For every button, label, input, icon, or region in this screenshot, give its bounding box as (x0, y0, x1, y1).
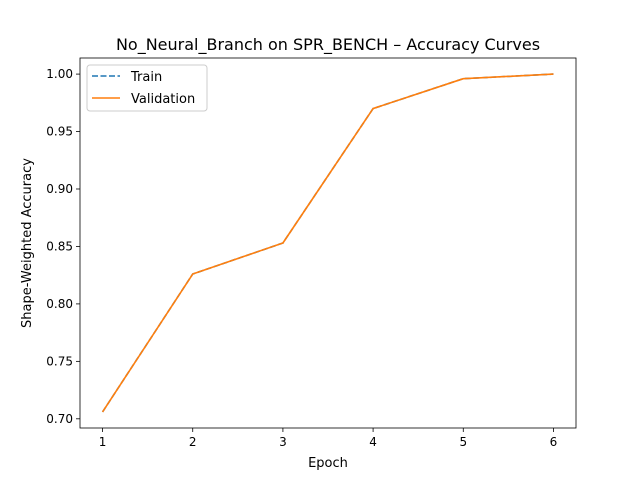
legend: Train Validation (86, 64, 208, 112)
x-tick-label: 6 (550, 435, 558, 449)
x-axis: 1 2 3 4 5 6 (99, 428, 558, 449)
y-axis: 0.70 0.75 0.80 0.85 0.90 0.95 1.00 (46, 67, 80, 426)
x-tick-label: 1 (99, 435, 107, 449)
y-tick-label: 0.70 (46, 412, 73, 426)
x-tick-label: 2 (189, 435, 197, 449)
plot-area (101, 73, 554, 413)
y-tick-label: 0.85 (46, 239, 73, 253)
y-tick-label: 0.80 (46, 297, 73, 311)
y-axis-label: Shape-Weighted Accuracy (20, 158, 35, 328)
y-tick-label: 0.95 (46, 125, 73, 139)
legend-box (86, 64, 208, 112)
legend-label-train: Train (130, 70, 162, 85)
plot-frame (79, 57, 577, 429)
y-tick-label: 0.75 (46, 354, 73, 368)
y-tick-label: 1.00 (46, 67, 73, 81)
x-tick-label: 3 (279, 435, 287, 449)
y-tick-label: 0.90 (46, 182, 73, 196)
legend-label-validation: Validation (131, 92, 195, 107)
series-line-validation (101, 73, 554, 413)
x-axis-label: Epoch (308, 456, 348, 471)
x-tick-label: 5 (459, 435, 467, 449)
chart-title: No_Neural_Branch on SPR_BENCH – Accuracy… (116, 35, 540, 55)
x-tick-label: 4 (369, 435, 377, 449)
